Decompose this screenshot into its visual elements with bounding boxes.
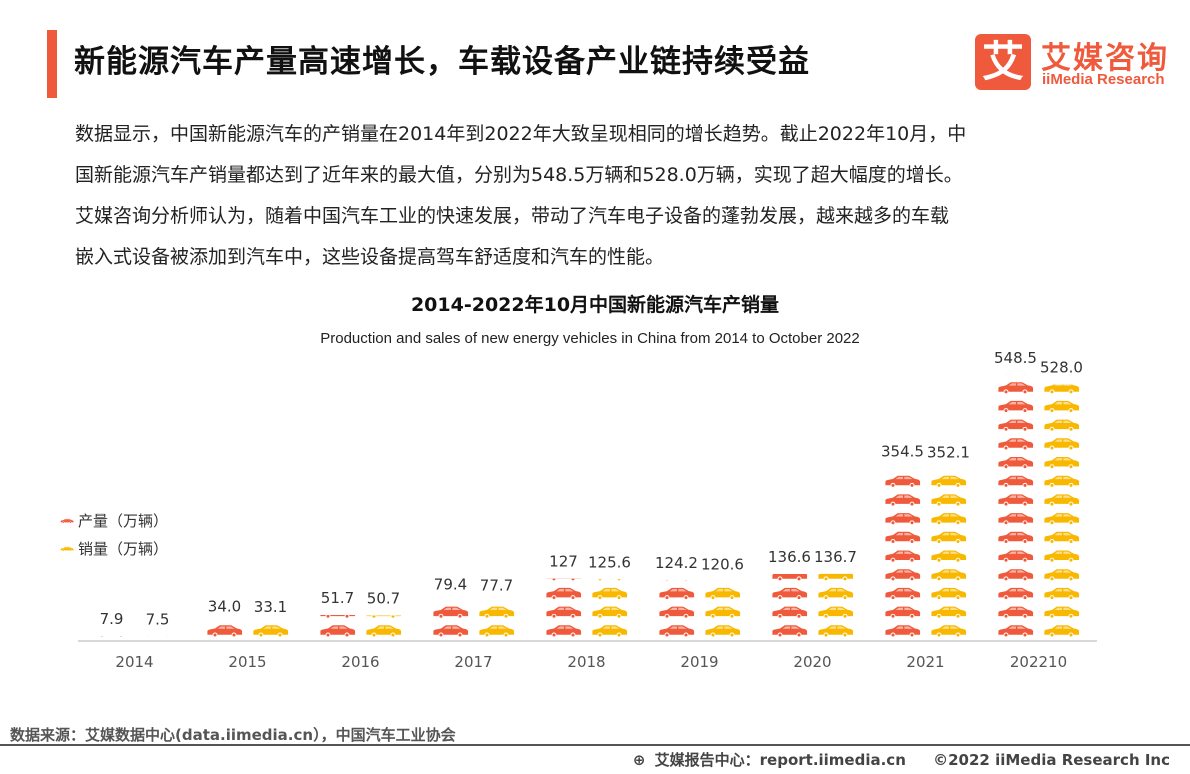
intro-line: 嵌入式设备被添加到汽车中，这些设备提高驾车舒适度和汽车的性能。 — [75, 246, 665, 268]
page-title: 新能源汽车产量高速增长，车载设备产业链持续受益 — [74, 44, 810, 80]
bar — [885, 468, 921, 638]
legend-label: 销量（万辆） — [78, 540, 168, 558]
intro-paragraph: 数据显示，中国新能源汽车的产销量在2014年到2022年大致呈现相同的增长趋势。… — [75, 118, 1135, 282]
title-accent-bar — [47, 30, 57, 98]
data-label: 79.4 — [434, 576, 467, 594]
x-tick-label: 202210 — [1010, 653, 1067, 671]
x-tick-label: 2019 — [680, 653, 718, 671]
intro-line: 国新能源汽车产销量都达到了近年来的最大值，分别为548.5万辆和528.0万辆，… — [75, 164, 963, 186]
x-tick-label: 2015 — [228, 653, 266, 671]
data-label: 125.6 — [588, 553, 631, 571]
bar — [998, 374, 1034, 638]
bar — [1044, 384, 1080, 638]
x-tick-label: 2018 — [567, 653, 605, 671]
source-note: 数据来源：艾媒数据中心(data.iimedia.cn），中国汽车工业协会 — [10, 726, 456, 744]
data-label: 7.5 — [146, 610, 170, 628]
data-label: 34.0 — [208, 598, 241, 616]
data-label: 354.5 — [881, 443, 924, 461]
logo-name-en: iiMedia Research — [1042, 71, 1165, 88]
legend-swatch-car-icon — [60, 518, 74, 524]
intro-line: 艾媒咨询分析师认为，随着中国汽车工业的快速发展，带动了汽车电子设备的蓬勃发展，越… — [75, 205, 950, 227]
data-label: 120.6 — [701, 556, 744, 574]
x-tick-label: 2017 — [454, 653, 492, 671]
data-label: 136.7 — [814, 548, 857, 566]
data-label: 352.1 — [927, 444, 970, 462]
bar — [931, 475, 967, 638]
intro-line: 数据显示，中国新能源汽车的产销量在2014年到2022年大致呈现相同的增长趋势。… — [75, 123, 967, 145]
data-label: 127 — [549, 553, 578, 571]
legend-label: 产量（万辆） — [78, 512, 168, 530]
data-label: 528.0 — [1040, 359, 1083, 377]
data-label: 33.1 — [254, 598, 287, 616]
chart-subtitle: Production and sales of new energy vehic… — [320, 330, 860, 347]
globe-icon: ⊕ — [632, 751, 646, 769]
logo-mark-icon: 艾 — [975, 34, 1031, 90]
data-label: 50.7 — [367, 589, 400, 607]
x-tick-label: 2021 — [906, 653, 944, 671]
x-tick-label: 2016 — [341, 653, 379, 671]
brand-logo: 艾 艾媒咨询 iiMedia Research — [975, 33, 1175, 95]
footer-info: ⊕ 艾媒报告中心：report.iimedia.cn ©2022 iiMedia… — [629, 749, 1170, 770]
data-label: 548.5 — [994, 349, 1037, 367]
data-label: 124.2 — [655, 554, 698, 572]
data-label: 136.6 — [768, 548, 811, 566]
data-label: 77.7 — [480, 576, 513, 594]
report-center-link[interactable]: 艾媒报告中心：report.iimedia.cn — [654, 751, 906, 769]
data-label: 51.7 — [321, 589, 354, 607]
footer-divider — [0, 744, 1190, 746]
x-tick-label: 2014 — [115, 653, 153, 671]
x-tick-label: 2020 — [793, 653, 831, 671]
legend-swatch-car-icon — [60, 546, 74, 552]
copyright-text: ©2022 iiMedia Research Inc — [933, 751, 1170, 769]
data-label: 7.9 — [100, 610, 124, 628]
chart-title: 2014-2022年10月中国新能源汽车产销量 — [410, 294, 780, 316]
logo-name-cn: 艾媒咨询 — [1041, 41, 1169, 76]
